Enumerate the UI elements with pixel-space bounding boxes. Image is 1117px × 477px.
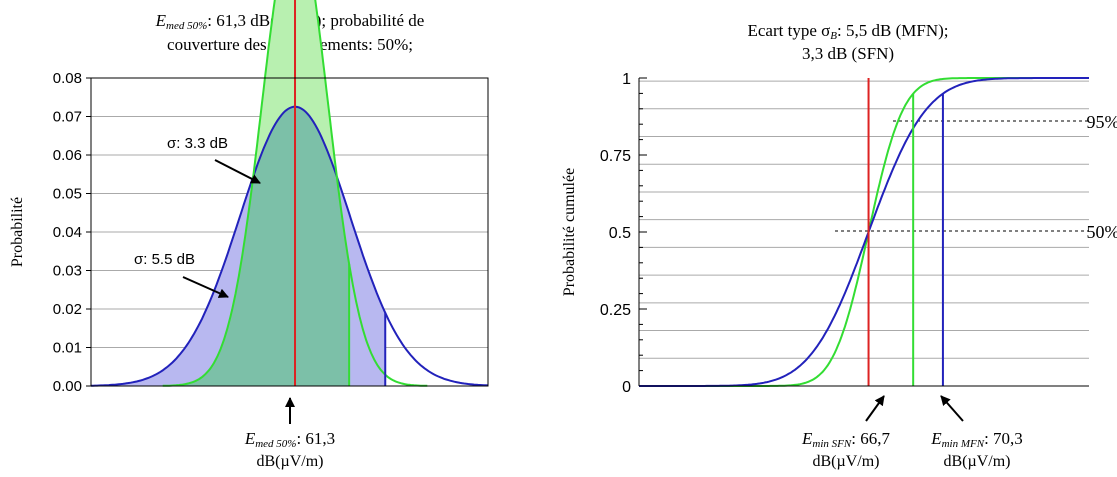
left-ytick-label: 0.02 <box>53 301 82 318</box>
left-plot-frame <box>90 77 489 387</box>
left-arrow-mfn <box>182 276 229 298</box>
left-chart: Emed 50%: 61,3 dB(µV/m); probabilité de … <box>9 0 489 470</box>
left-annotation-sfn: σ: 3.3 dB <box>167 135 228 152</box>
right-label-sfn-unit: dB(µV/m) <box>813 453 880 470</box>
left-bottom-unit: dB(µV/m) <box>257 453 324 470</box>
left-bottom-var: E <box>244 429 256 448</box>
left-overlap-area <box>162 106 350 386</box>
right-grid <box>639 77 1089 372</box>
right-title-line2: 3,3 dB (SFN) <box>802 44 894 63</box>
left-ytick-label: 0.03 <box>53 263 82 280</box>
right-ytick-labels: 1 0.75 0.5 0.25 0 <box>600 71 631 396</box>
left-ytick-labels: 0.08 0.07 0.06 0.05 0.04 0.03 0.02 0.01 0.00 <box>53 70 82 395</box>
right-label-sfn-rest: : 66,7 <box>851 429 890 448</box>
right-arrow-mfn <box>940 395 964 422</box>
right-label-mfn-rest: : 70,3 <box>984 429 1023 448</box>
left-bottom-label: Emed 50%: 61,3 <box>244 429 335 450</box>
left-ytick-label: 0.00 <box>53 378 82 395</box>
right-ytick-label: 0.25 <box>600 302 631 319</box>
right-arrow-sfn <box>865 395 885 422</box>
right-label-95: 95% <box>1087 112 1117 132</box>
right-label-50: 50% <box>1087 222 1117 242</box>
right-title-line1: Ecart type σB: 5,5 dB (MFN); <box>748 21 949 42</box>
right-ytick-label: 0.5 <box>609 225 631 242</box>
right-label-sfn-sub: min SFN <box>812 438 851 450</box>
left-ytick-label: 0.07 <box>53 109 82 126</box>
right-ytick-label: 0 <box>622 379 631 396</box>
left-bottom-rest: : 61,3 <box>296 429 335 448</box>
left-ytick-label: 0.08 <box>53 70 82 87</box>
left-ytick-label: 0.04 <box>53 224 82 241</box>
right-ytick-label: 1 <box>622 71 631 88</box>
right-ylabel: Probabilité cumulée <box>561 168 578 296</box>
right-title-sub: B <box>830 30 837 42</box>
right-label-mfn: Emin MFN: 70,3 <box>930 429 1023 450</box>
left-ytick-label: 0.06 <box>53 147 82 164</box>
right-label-mfn-var: E <box>930 429 942 448</box>
left-title-sub: med 50% <box>166 20 207 32</box>
right-ytick-label: 0.75 <box>600 148 631 165</box>
left-arrow-sfn <box>214 159 261 184</box>
left-ytick-label: 0.05 <box>53 186 82 203</box>
left-annotation-mfn: σ: 5.5 dB <box>134 251 195 268</box>
right-label-mfn-sub: min MFN <box>942 438 985 450</box>
right-title-rest: : 5,5 dB (MFN); <box>837 21 948 40</box>
left-ytick-label: 0.01 <box>53 340 82 357</box>
left-mfn-curve <box>91 105 489 387</box>
right-label-sfn-var: E <box>801 429 813 448</box>
right-title-pre: Ecart type σ <box>748 21 831 40</box>
left-sfn-curve <box>162 0 428 387</box>
right-label-mfn-unit: dB(µV/m) <box>944 453 1011 470</box>
left-bottom-sub: med 50% <box>255 438 296 450</box>
right-mfn-curve <box>639 77 1089 387</box>
right-chart: Ecart type σB: 5,5 dB (MFN); 3,3 dB (SFN… <box>561 21 1117 470</box>
left-ylabel: Probabilité <box>9 197 26 267</box>
left-title-var: E <box>155 11 167 30</box>
right-sfn-curve <box>639 77 1089 387</box>
right-label-sfn: Emin SFN: 66,7 <box>801 429 890 450</box>
